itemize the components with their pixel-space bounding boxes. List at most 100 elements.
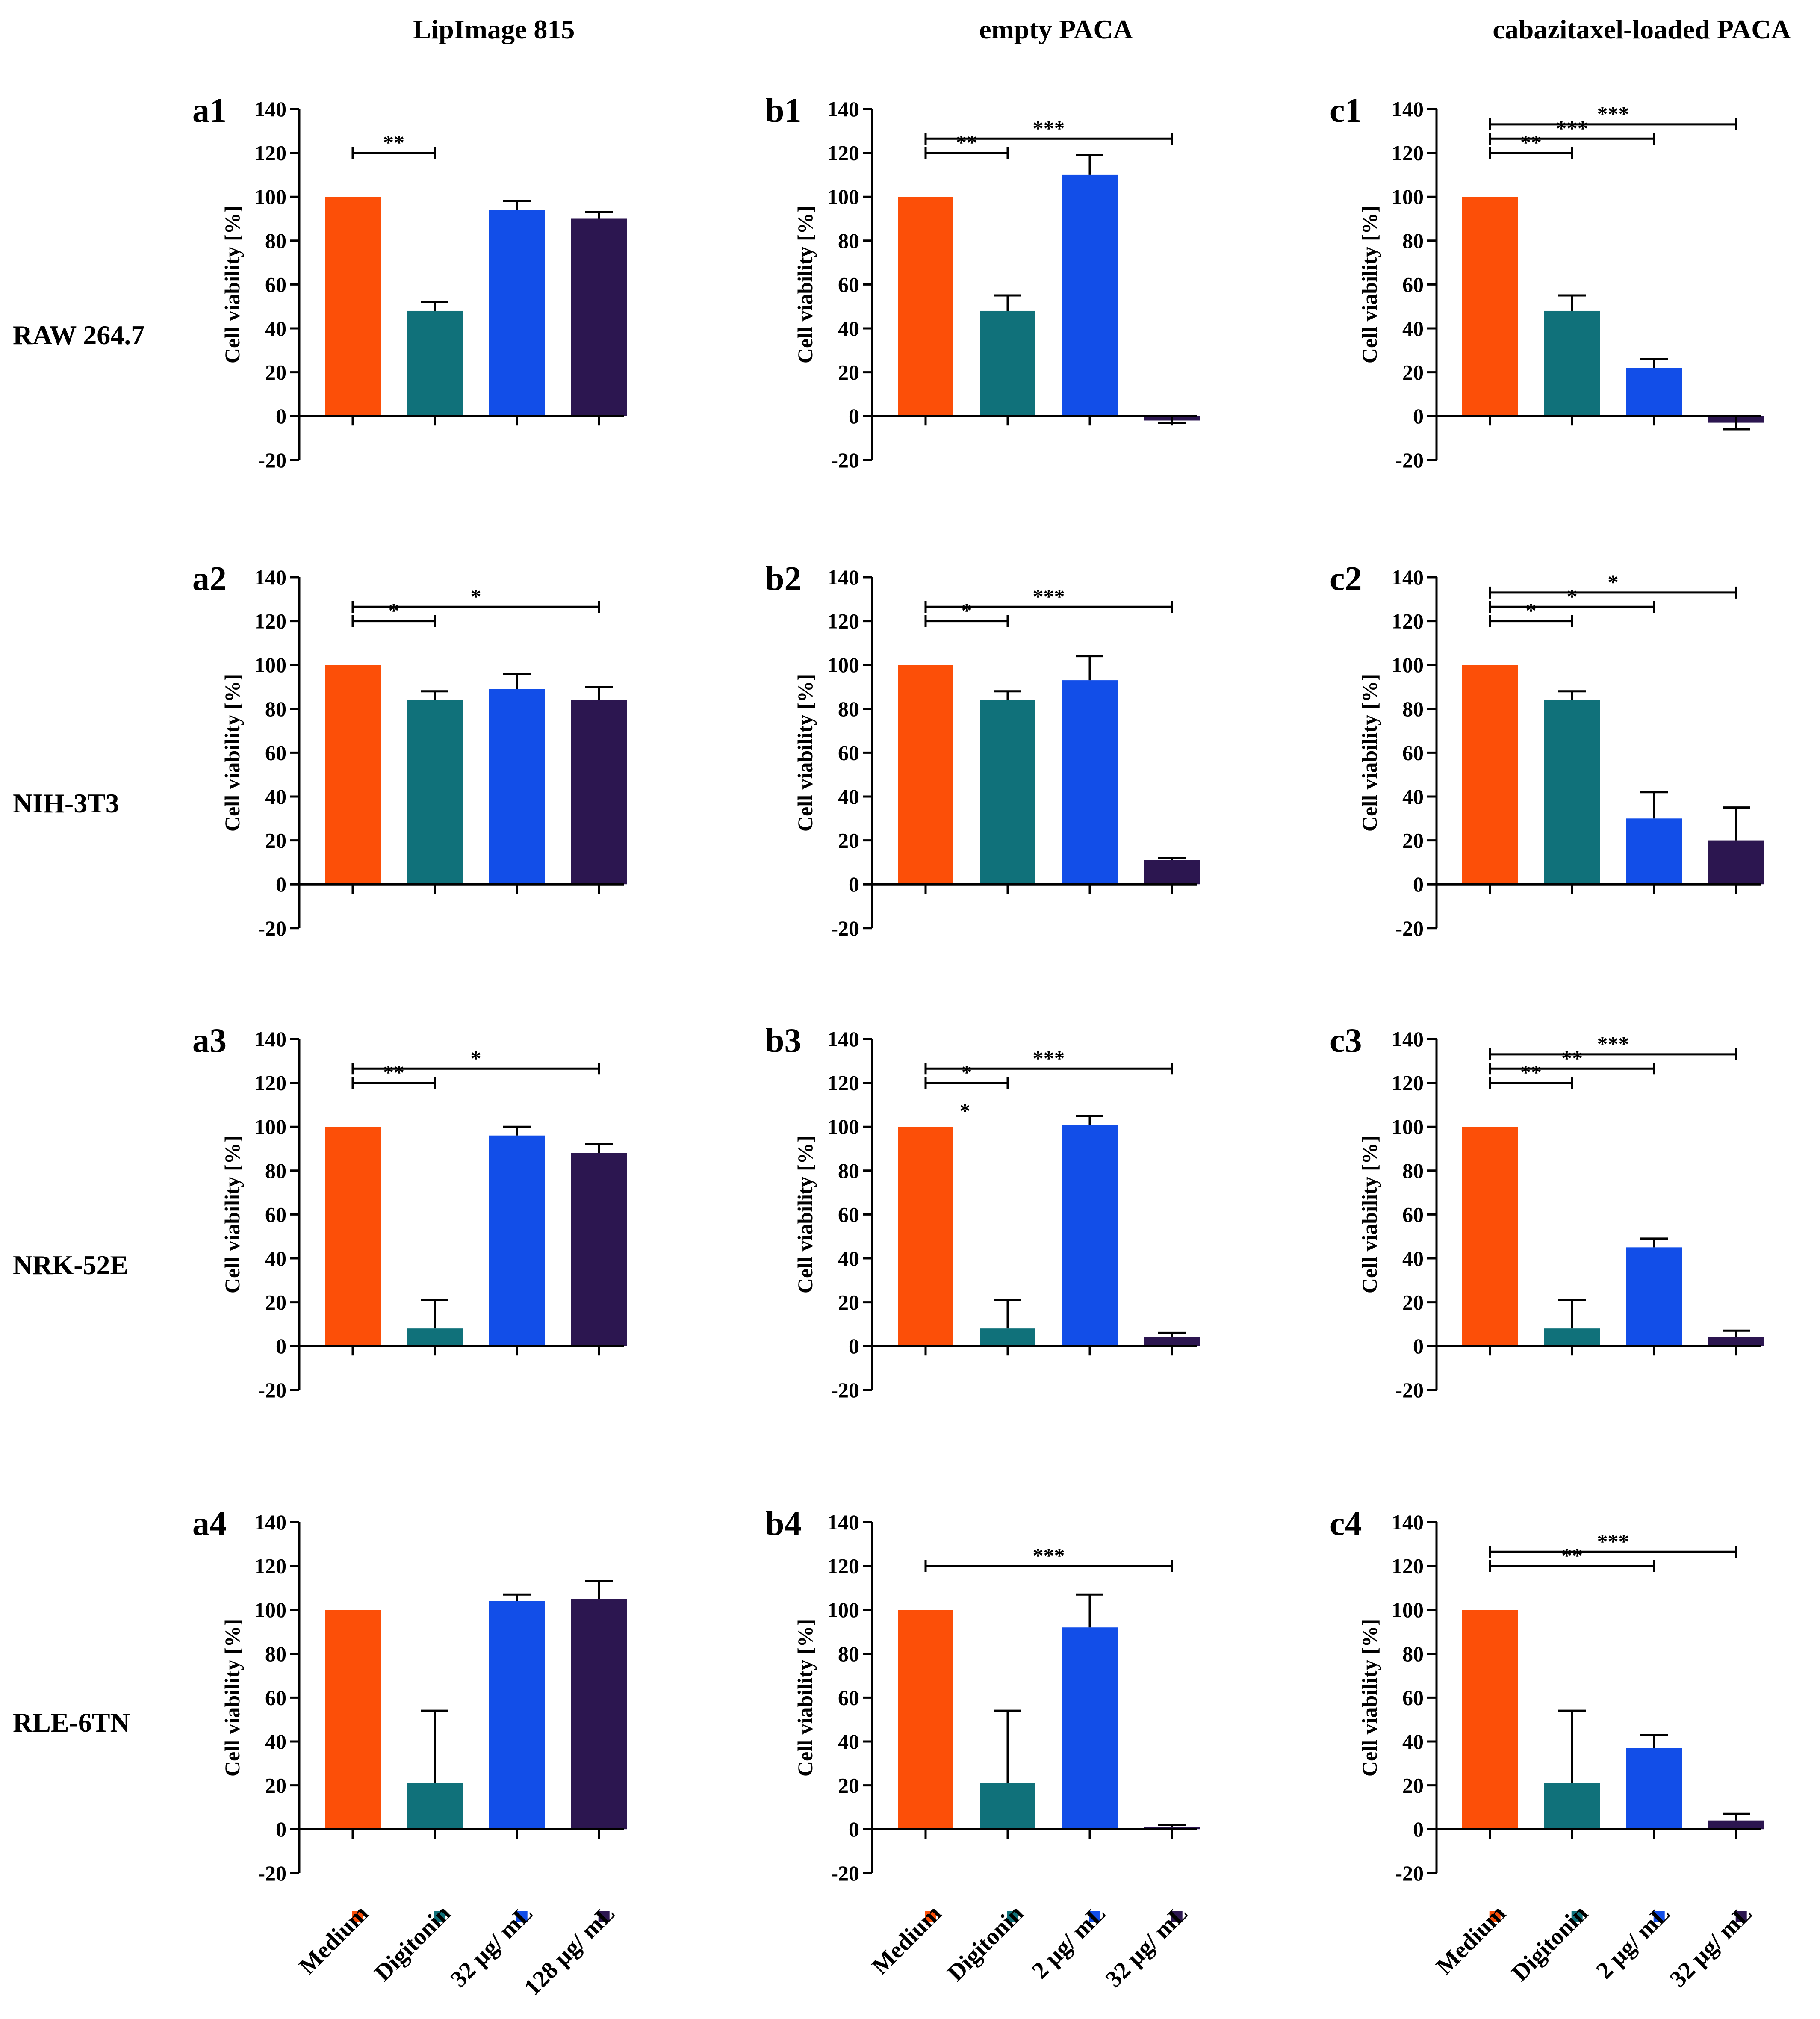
y-tick-label: 120	[1392, 609, 1424, 633]
y-tick-label: 80	[838, 1159, 859, 1183]
y-tick-label: 120	[827, 609, 859, 633]
y-tick-label: 20	[838, 1290, 859, 1314]
y-tick-label: 0	[1413, 1334, 1424, 1358]
y-tick-label: 120	[827, 1071, 859, 1095]
y-tick-label: 20	[265, 1290, 286, 1314]
y-axis-label-b4: Cell viability [%]	[793, 1619, 817, 1777]
y-tick-label: 20	[265, 829, 286, 853]
legend-marker-b-0	[925, 1911, 936, 1922]
y-tick-label: 100	[1392, 1598, 1424, 1622]
bar-b4-2	[1062, 1627, 1118, 1830]
y-tick-label: 20	[838, 360, 859, 384]
bar-b4-1	[980, 1783, 1035, 1830]
bar-b2-0	[898, 665, 953, 885]
y-tick-label: 120	[254, 141, 286, 165]
bar-b3-0	[898, 1127, 953, 1346]
y-axis-label-a3: Cell viability [%]	[220, 1136, 244, 1293]
y-tick-label: 100	[254, 185, 286, 209]
y-tick-label: 80	[838, 1642, 859, 1666]
bar-b3-2	[1062, 1125, 1118, 1346]
bar-a3-2	[489, 1135, 545, 1346]
bar-b1-1	[980, 310, 1035, 416]
bar-c4-0	[1462, 1610, 1518, 1830]
y-tick-label: 100	[254, 1598, 286, 1622]
y-tick-label: 40	[265, 316, 286, 340]
y-tick-label: 60	[838, 272, 859, 296]
bar-c3-3	[1708, 1337, 1764, 1346]
y-tick-label: -20	[831, 916, 859, 940]
y-tick-label: 140	[827, 97, 859, 121]
bar-a4-0	[325, 1610, 381, 1830]
y-tick-label: 20	[838, 1774, 859, 1798]
bar-c3-1	[1544, 1328, 1600, 1346]
bar-c4-2	[1626, 1748, 1682, 1830]
y-tick-label: 20	[1402, 360, 1424, 384]
chart-panel-b1: b1 Cell viability [%] -20 0 20 40 60 80 100 120 14…	[765, 92, 1200, 472]
y-tick-label: 60	[1402, 1202, 1424, 1226]
y-tick-label: -20	[831, 448, 859, 472]
panel-label-b3: b3	[765, 1022, 802, 1060]
y-tick-label: 60	[838, 1685, 859, 1709]
y-tick-label: 0	[849, 872, 859, 896]
bar-a2-0	[325, 665, 381, 885]
y-axis-label-b3: Cell viability [%]	[793, 1136, 817, 1293]
bar-a3-1	[407, 1328, 463, 1346]
legend-marker-c-2	[1653, 1911, 1665, 1922]
y-tick-label: 80	[1402, 697, 1424, 721]
y-tick-label: 80	[1402, 1642, 1424, 1666]
y-tick-label: 60	[265, 272, 286, 296]
y-tick-label: 0	[849, 1334, 859, 1358]
y-tick-label: -20	[831, 1861, 859, 1885]
sig-label-b4: ***	[1033, 1544, 1065, 1567]
y-tick-label: 40	[838, 785, 859, 809]
y-axis-label-c4: Cell viability [%]	[1357, 1619, 1381, 1777]
y-tick-label: 40	[265, 1730, 286, 1753]
sig-label-a1: **	[383, 130, 404, 154]
y-tick-label: -20	[831, 1378, 859, 1402]
y-axis-label-a1: Cell viability [%]	[220, 206, 244, 363]
y-tick-label: 0	[1413, 404, 1424, 428]
y-tick-label: 20	[1402, 829, 1424, 853]
y-tick-label: 120	[1392, 1071, 1424, 1095]
y-tick-label: 120	[254, 1071, 286, 1095]
y-axis-label-c2: Cell viability [%]	[1357, 674, 1381, 832]
y-tick-label: 60	[1402, 741, 1424, 765]
y-axis-label-b2: Cell viability [%]	[793, 674, 817, 832]
panel-label-c4: c4	[1330, 1505, 1362, 1543]
bar-a2-1	[407, 700, 463, 885]
chart-panel-c1: c1 Cell viability [%] -20 0 20 40 60 80 100 120 14…	[1330, 92, 1764, 472]
sig-label-c4: **	[1561, 1544, 1583, 1567]
bar-a2-2	[489, 689, 545, 885]
y-tick-label: 140	[827, 565, 859, 589]
column-title-lipimage: LipImage 815	[413, 14, 575, 44]
chart-panel-c2: c2 Cell viability [%] -20 0 20 40 60 80 100 120 14…	[1330, 560, 1764, 940]
y-tick-label: 140	[827, 1510, 859, 1534]
bar-c2-1	[1544, 700, 1600, 885]
chart-panel-b4: b4 Cell viability [%] -20 0 20 40 60 80 100 120 14…	[765, 1505, 1200, 1885]
legend-marker-a-2	[516, 1911, 528, 1922]
bar-c1-0	[1462, 197, 1518, 416]
panel-label-a3: a3	[192, 1022, 227, 1060]
y-tick-label: 120	[254, 1554, 286, 1578]
panels-group: a1 Cell viability [%] -20 0 20 40 60 80 100 120 14…	[192, 92, 1764, 1885]
bar-b3-3	[1144, 1337, 1200, 1346]
bar-a4-1	[407, 1783, 463, 1830]
bar-a4-3	[571, 1599, 627, 1830]
y-tick-label: 60	[838, 741, 859, 765]
legend-marker-a-1	[434, 1911, 445, 1922]
row-label-nih3t3: NIH-3T3	[13, 788, 119, 818]
y-tick-label: 0	[276, 872, 286, 896]
bar-c1-2	[1626, 368, 1682, 416]
y-tick-label: 140	[254, 565, 286, 589]
y-tick-label: 0	[1413, 1817, 1424, 1841]
y-tick-label: 100	[1392, 1115, 1424, 1139]
y-tick-label: 140	[254, 1510, 286, 1534]
y-axis-label-c1: Cell viability [%]	[1357, 206, 1381, 363]
y-tick-label: 0	[276, 1817, 286, 1841]
y-tick-label: 60	[838, 1202, 859, 1226]
bar-a1-3	[571, 218, 627, 416]
panel-label-a1: a1	[192, 92, 227, 130]
y-tick-label: 140	[1392, 1510, 1424, 1534]
y-tick-label: 100	[827, 1115, 859, 1139]
